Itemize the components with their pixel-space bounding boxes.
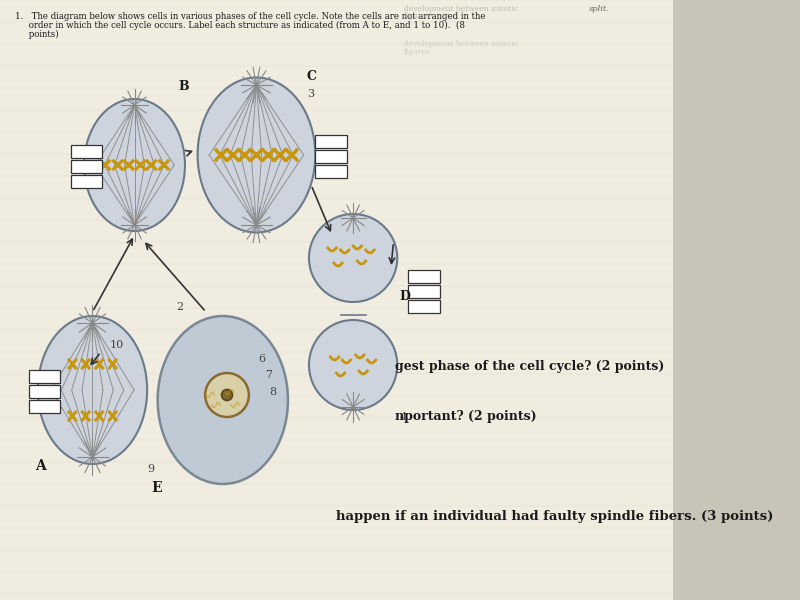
Text: nportant? (2 points): nportant? (2 points) [395,410,537,423]
Text: 1.   The diagram below shows cells in various phases of the cell cycle. Note the: 1. The diagram below shows cells in vari… [15,12,486,21]
Bar [408,270,440,283]
Text: E: E [151,481,162,495]
Ellipse shape [222,389,233,401]
Text: figures: figures [403,48,430,56]
Ellipse shape [205,373,249,417]
Text: A: A [35,459,46,473]
Text: 7: 7 [265,370,272,380]
Ellipse shape [198,77,315,232]
Text: 8: 8 [269,387,276,397]
Text: 2: 2 [177,302,184,312]
Text: order in which the cell cycle occurs. Label each structure as indicated (from A : order in which the cell cycle occurs. La… [15,21,465,30]
Bar [30,370,60,383]
Text: points): points) [15,30,59,39]
Text: happen if an individual had faulty spindle fibers. (3 points): happen if an individual had faulty spind… [336,510,774,523]
Text: 10: 10 [110,340,123,350]
Text: 9: 9 [147,464,154,474]
Ellipse shape [158,316,288,484]
Bar [30,385,60,398]
Bar [71,175,102,188]
Ellipse shape [309,320,398,410]
Bar [71,160,102,173]
Bar [315,165,347,178]
Bar [408,300,440,313]
Text: 6: 6 [258,354,266,364]
Text: split.: split. [589,5,610,13]
Bar [30,400,60,413]
Bar [71,145,102,158]
Text: C: C [307,70,317,83]
Text: 3: 3 [307,89,314,99]
Ellipse shape [84,99,185,231]
Bar [408,285,440,298]
Text: D: D [399,290,410,303]
Text: 4: 4 [399,412,406,422]
Ellipse shape [38,316,147,464]
Bar [315,135,347,148]
Text: gest phase of the cell cycle? (2 points): gest phase of the cell cycle? (2 points) [395,360,665,373]
Text: development between mitotic: development between mitotic [403,5,518,13]
Text: B: B [178,80,189,93]
Text: figures: figures [403,12,430,20]
Bar [315,150,347,163]
Ellipse shape [309,214,398,302]
Text: development between mitotic: development between mitotic [403,40,518,48]
